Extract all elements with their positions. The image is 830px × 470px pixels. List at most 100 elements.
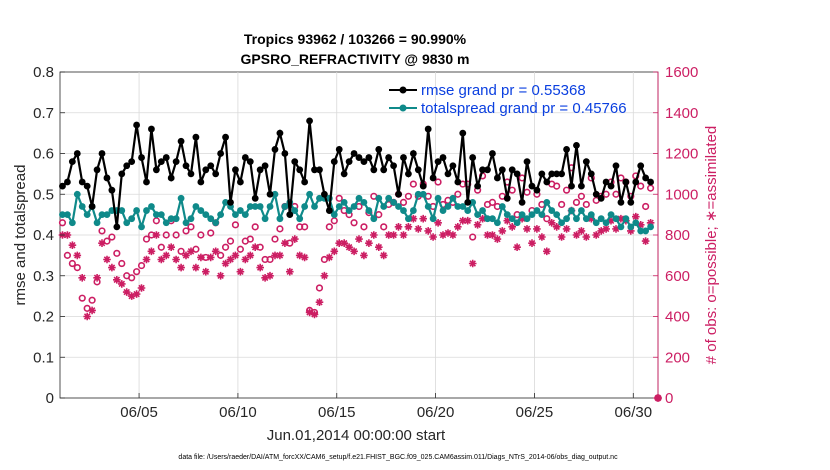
data-point — [375, 146, 383, 153]
obs-assimilated-point — [419, 214, 427, 223]
obs-assimilated-point — [108, 263, 116, 272]
obs-assimilated-point — [335, 239, 343, 247]
y-ticks-left: 0 0.1 0.2 0.3 0.4 0.5 0.6 0.7 0.8 — [33, 64, 65, 407]
obs-assimilated-point — [103, 255, 111, 264]
data-point — [311, 203, 318, 210]
data-point — [513, 219, 521, 227]
data-point — [212, 170, 220, 178]
data-point — [276, 215, 284, 223]
data-point — [321, 190, 328, 198]
obs-assimilated-point — [627, 227, 635, 235]
data-point — [345, 207, 353, 214]
obs-assimilated-point — [256, 263, 264, 272]
data-point — [449, 194, 457, 202]
data-point — [222, 199, 229, 206]
obs-assimilated-point — [360, 251, 368, 260]
data-point — [489, 215, 496, 223]
data-point — [227, 199, 234, 206]
obs-assimilated-point — [503, 216, 512, 225]
obs-possible-point — [642, 202, 650, 211]
obs-possible-point — [108, 233, 116, 241]
data-point — [419, 182, 427, 190]
data-point — [162, 219, 170, 227]
obs-assimilated-point — [463, 216, 472, 225]
data-point — [78, 178, 86, 186]
data-point — [375, 194, 383, 202]
y-ticks-right: 0 200 400 600 800 1000 1200 1400 1600 — [653, 64, 698, 407]
chart-title-line1: Tropics 93962 / 103266 = 90.990% — [244, 31, 467, 47]
data-point — [503, 211, 511, 219]
obs-possible-point — [637, 182, 645, 190]
data-point — [301, 203, 309, 210]
obs-assimilated-point — [172, 255, 180, 264]
data-point — [202, 166, 210, 174]
data-point — [449, 162, 457, 170]
obs-possible-point — [399, 198, 408, 206]
obs-possible-point — [98, 227, 106, 235]
legend-spread-label: totalspread grand pr = 0.45766 — [421, 100, 627, 117]
obs-assimilated-point — [646, 219, 655, 227]
obs-assimilated-point — [498, 227, 507, 235]
data-point — [212, 219, 220, 227]
obs-assimilated-point — [483, 231, 492, 239]
y-tick-right-label: 1600 — [665, 64, 698, 81]
obs-assimilated-point — [370, 231, 378, 239]
data-point — [68, 219, 76, 227]
data-point — [444, 203, 452, 210]
obs-assimilated-point — [607, 216, 615, 225]
data-point — [202, 211, 210, 219]
obs-assimilated-point — [315, 298, 324, 306]
data-point — [172, 158, 180, 166]
data-point — [627, 223, 635, 231]
obs-possible-point — [246, 235, 254, 243]
obs-possible-point — [58, 219, 67, 227]
data-point — [622, 215, 630, 223]
data-point — [207, 215, 215, 223]
data-point — [162, 154, 170, 161]
legend-rmse-label: rmse grand pr = 0.55368 — [421, 82, 586, 99]
y-tick-right-label: 1000 — [665, 186, 698, 203]
data-point — [474, 182, 482, 190]
data-point — [241, 154, 249, 161]
obs-possible-point — [577, 192, 585, 200]
y-tick-left-label: 0.4 — [33, 227, 54, 244]
x-tick-label: 06/20 — [417, 404, 455, 421]
data-point — [241, 211, 249, 219]
obs-possible-point — [197, 231, 205, 239]
data-point — [187, 215, 195, 223]
data-point — [128, 158, 136, 166]
obs-possible-point — [78, 294, 86, 302]
y-tick-right-label: 800 — [665, 227, 690, 244]
data-point — [548, 170, 556, 178]
data-point — [88, 203, 96, 210]
obs-assimilated-point — [572, 231, 581, 239]
data-point — [192, 203, 200, 210]
data-point — [330, 211, 338, 219]
obs-assimilated-point — [350, 247, 358, 256]
obs-assimilated-point — [295, 251, 304, 260]
data-point — [563, 146, 570, 153]
data-point — [479, 207, 486, 214]
y-tick-left-label: 0.1 — [33, 349, 54, 366]
obs-assimilated-point — [192, 263, 200, 272]
data-point — [68, 158, 76, 166]
series-3 — [58, 206, 655, 321]
y-tick-left-label: 0.5 — [33, 186, 54, 203]
chart-title-line2: GPSRO_REFRACTIVITY @ 9830 m — [241, 51, 470, 67]
obs-assimilated-point — [291, 235, 299, 243]
obs-assimilated-point — [577, 227, 586, 235]
data-point — [617, 223, 625, 231]
obs-possible-point — [301, 223, 309, 231]
obs-assimilated-point — [221, 259, 230, 268]
data-point — [167, 174, 175, 182]
x-axis-label: Jun.01,2014 00:00:00 start — [267, 427, 446, 444]
obs-assimilated-point — [528, 239, 536, 247]
data-point — [360, 158, 368, 166]
y-axis-label-right: # of obs: o=possible; ∗=assimilated — [703, 126, 720, 365]
obs-assimilated-point — [142, 255, 151, 264]
obs-possible-point — [63, 251, 72, 259]
data-point — [335, 146, 343, 153]
obs-assimilated-point — [236, 267, 245, 276]
data-point — [291, 207, 299, 214]
obs-assimilated-point — [434, 219, 442, 227]
